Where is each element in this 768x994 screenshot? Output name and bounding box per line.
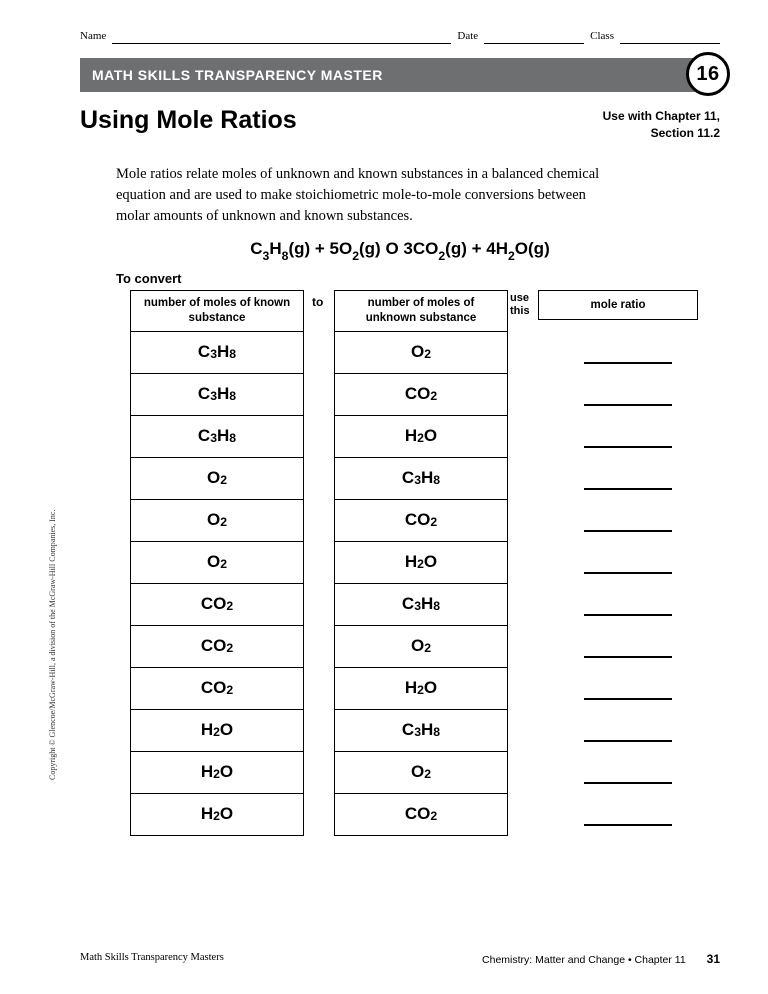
page-title: Using Mole Ratios	[80, 106, 297, 135]
date-blank[interactable]	[484, 30, 584, 44]
answer-blank[interactable]	[508, 468, 698, 490]
known-cell: CO2	[130, 626, 304, 668]
answer-blank[interactable]	[508, 762, 698, 784]
table-row: CO2 O2	[130, 626, 720, 668]
known-header: number of moles of known substance	[130, 290, 304, 332]
use-this-label: use this	[508, 290, 538, 317]
page-number: 31	[707, 952, 720, 966]
known-cell: C3H8	[130, 374, 304, 416]
answer-blank[interactable]	[508, 678, 698, 700]
known-cell: O2	[130, 542, 304, 584]
table-row: H2O CO2	[130, 794, 720, 836]
intro-text: Mole ratios relate moles of unknown and …	[116, 164, 616, 227]
table-row: CO2 C3H8	[130, 584, 720, 626]
footer-right: Chemistry: Matter and Change • Chapter 1…	[482, 952, 720, 966]
known-cell: H2O	[130, 794, 304, 836]
known-cell: H2O	[130, 710, 304, 752]
use-with: Use with Chapter 11, Section 11.2	[603, 108, 720, 142]
unknown-cell: C3H8	[334, 584, 508, 626]
conversion-table: number of moles of known substance to nu…	[130, 290, 720, 836]
unknown-cell: C3H8	[334, 458, 508, 500]
unknown-header: number of moles of unknown substance	[334, 290, 508, 332]
known-cell: CO2	[130, 584, 304, 626]
copyright-text: Copyright © Glencoe/McGraw-Hill, a divis…	[48, 510, 57, 780]
answer-blank[interactable]	[508, 342, 698, 364]
chapter-badge: 16	[686, 52, 730, 96]
answer-blank[interactable]	[508, 720, 698, 742]
known-cell: CO2	[130, 668, 304, 710]
answer-blank[interactable]	[508, 426, 698, 448]
unknown-cell: O2	[334, 332, 508, 374]
banner: MATH SKILLS TRANSPARENCY MASTER 16	[80, 58, 720, 92]
date-label: Date	[457, 30, 478, 44]
name-date-class-row: Name Date Class	[80, 30, 720, 44]
footer-left: Math Skills Transparency Masters	[80, 952, 224, 966]
answer-blank[interactable]	[508, 636, 698, 658]
answer-blank[interactable]	[508, 384, 698, 406]
unknown-cell: H2O	[334, 416, 508, 458]
unknown-cell: CO2	[334, 794, 508, 836]
unknown-cell: O2	[334, 752, 508, 794]
banner-text: MATH SKILLS TRANSPARENCY MASTER	[92, 67, 383, 83]
table-row: O2 CO2	[130, 500, 720, 542]
answer-blank[interactable]	[508, 594, 698, 616]
table-row: C3H8 O2	[130, 332, 720, 374]
class-blank[interactable]	[620, 30, 720, 44]
to-convert-label: To convert	[116, 271, 720, 286]
mole-ratio-header: mole ratio	[538, 290, 698, 320]
answer-blank[interactable]	[508, 804, 698, 826]
table-row: CO2 H2O	[130, 668, 720, 710]
table-row: C3H8 CO2	[130, 374, 720, 416]
unknown-cell: CO2	[334, 500, 508, 542]
known-cell: C3H8	[130, 332, 304, 374]
unknown-cell: C3H8	[334, 710, 508, 752]
table-row: H2O O2	[130, 752, 720, 794]
unknown-cell: O2	[334, 626, 508, 668]
to-label: to	[304, 290, 334, 309]
known-cell: C3H8	[130, 416, 304, 458]
class-label: Class	[590, 30, 614, 44]
name-blank[interactable]	[112, 30, 451, 44]
unknown-cell: CO2	[334, 374, 508, 416]
known-cell: O2	[130, 500, 304, 542]
name-label: Name	[80, 30, 106, 44]
chemical-equation: C3H8(g) + 5O2(g) O 3CO2(g) + 4H2O(g)	[80, 239, 720, 261]
footer: Math Skills Transparency Masters Chemist…	[80, 952, 720, 966]
table-row: O2 H2O	[130, 542, 720, 584]
table-row: H2O C3H8	[130, 710, 720, 752]
answer-blank[interactable]	[508, 552, 698, 574]
table-row: O2 C3H8	[130, 458, 720, 500]
table-row: C3H8 H2O	[130, 416, 720, 458]
known-cell: H2O	[130, 752, 304, 794]
answer-blank[interactable]	[508, 510, 698, 532]
unknown-cell: H2O	[334, 668, 508, 710]
known-cell: O2	[130, 458, 304, 500]
unknown-cell: H2O	[334, 542, 508, 584]
